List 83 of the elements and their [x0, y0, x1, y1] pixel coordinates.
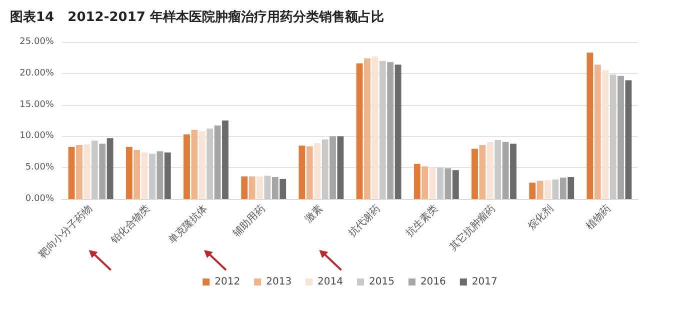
bar — [248, 176, 256, 199]
bar — [99, 144, 106, 199]
bar — [198, 131, 206, 199]
bar — [314, 143, 321, 199]
bar — [68, 146, 75, 199]
bar — [494, 140, 502, 199]
bar — [134, 150, 140, 199]
x-tick-label: 激素 — [302, 202, 326, 226]
y-tick-label: 25.00% — [20, 37, 54, 47]
bar — [149, 154, 156, 199]
bar — [76, 144, 82, 199]
bar — [568, 177, 574, 199]
bar — [372, 56, 378, 199]
bar — [322, 139, 328, 199]
bar — [379, 60, 386, 199]
bar — [214, 126, 221, 199]
bar — [594, 64, 601, 199]
bar — [552, 180, 559, 199]
bar — [156, 151, 164, 199]
bar — [206, 128, 214, 199]
bar — [437, 168, 444, 199]
x-tick-label: 靶向小分子药物 — [36, 202, 95, 260]
bar — [306, 146, 313, 199]
y-tick-label: 5.00% — [25, 162, 54, 173]
bar — [586, 52, 594, 199]
bar — [510, 144, 516, 199]
y-tick-label: 0.00% — [25, 194, 54, 204]
x-tick-label: 铂化合物类 — [108, 202, 152, 247]
x-tick-label: 烷化剂 — [526, 202, 556, 232]
bar — [106, 138, 114, 199]
bar — [164, 152, 171, 199]
bar — [414, 164, 420, 199]
bar — [298, 146, 306, 199]
chart-title: 图表14 2012-2017 年样本医院肿瘤治疗用药分类销售额占比 — [10, 9, 384, 25]
bar — [241, 176, 248, 199]
bar — [337, 136, 344, 199]
bar — [264, 176, 271, 199]
legend-label: 2016 — [420, 276, 446, 288]
x-tick-label: 辅助用药 — [230, 202, 268, 240]
bar — [141, 152, 148, 199]
bar — [330, 136, 336, 199]
bar — [536, 180, 544, 199]
bar — [387, 62, 394, 199]
bar — [356, 63, 363, 199]
bar — [394, 64, 402, 199]
x-tick-label: 其它抗肿瘤药 — [446, 202, 498, 254]
bar — [280, 178, 286, 199]
bar — [618, 76, 624, 199]
y-tick-label: 20.00% — [20, 68, 54, 78]
legend-label: 2014 — [318, 276, 344, 288]
x-tick-label: 抗代谢药 — [346, 202, 383, 240]
bar — [222, 120, 228, 199]
bar — [544, 180, 551, 199]
bar — [126, 146, 132, 199]
legend-label: 2012 — [214, 276, 240, 288]
bar — [429, 168, 436, 199]
bar — [625, 80, 632, 199]
bar — [472, 148, 478, 199]
bar — [502, 142, 509, 199]
bar — [272, 177, 278, 199]
bar — [364, 58, 370, 199]
legend-label: 2013 — [266, 276, 292, 288]
x-tick-label: 抗生素类 — [404, 202, 440, 240]
bar — [452, 170, 459, 199]
bar — [256, 176, 263, 199]
bar — [560, 178, 566, 199]
bar — [84, 144, 90, 199]
bar — [486, 142, 494, 199]
bar — [602, 70, 609, 199]
x-tick-label: 单克隆抗体 — [166, 202, 210, 246]
bar — [444, 168, 452, 199]
y-tick-label: 15.00% — [20, 100, 54, 110]
bar — [184, 134, 190, 199]
bar — [479, 144, 486, 199]
bar — [191, 130, 198, 199]
legend-label: 2017 — [472, 276, 498, 288]
bar — [610, 74, 616, 199]
bar — [529, 182, 536, 199]
bar — [422, 166, 428, 199]
y-tick-label: 10.00% — [20, 131, 54, 142]
legend-label: 2015 — [369, 276, 394, 288]
x-tick-label: 植物药 — [583, 202, 614, 232]
bar — [91, 140, 98, 199]
